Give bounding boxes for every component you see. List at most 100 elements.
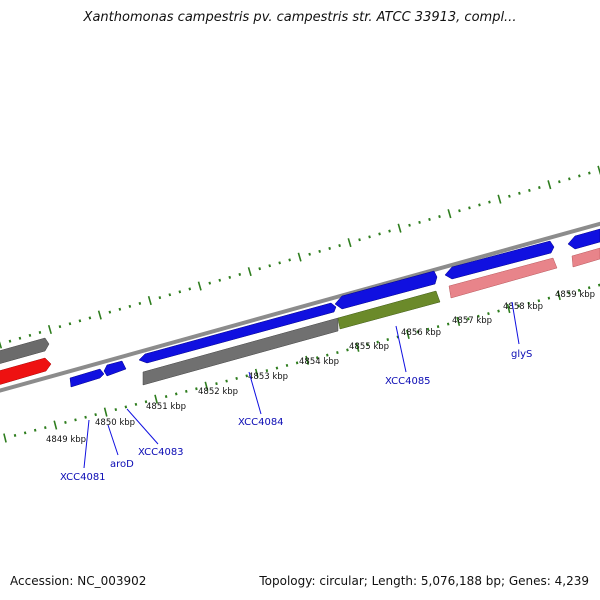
minor-tick bbox=[468, 206, 471, 210]
kbp-label-4852: 4852 kbp bbox=[198, 387, 238, 397]
gene-forward-edge[interactable] bbox=[567, 228, 600, 250]
gene-label-xcc4081[interactable]: XCC4081 bbox=[60, 472, 106, 483]
kbp-label-4856: 4856 kbp bbox=[401, 328, 441, 338]
major-tick bbox=[597, 165, 600, 175]
minor-tick bbox=[428, 217, 431, 222]
minor-tick bbox=[517, 304, 520, 308]
minor-tick bbox=[8, 339, 12, 343]
leader-xcc4083 bbox=[126, 408, 159, 445]
leader-xcc4081 bbox=[83, 419, 90, 469]
tick-track-inner bbox=[3, 283, 600, 443]
minor-tick bbox=[567, 291, 571, 295]
gene-label-xcc4085[interactable]: XCC4085 bbox=[385, 376, 431, 387]
kbp-label-4859: 4859 kbp bbox=[555, 290, 595, 300]
major-tick bbox=[547, 180, 552, 190]
minor-tick bbox=[118, 307, 122, 311]
minor-tick bbox=[94, 413, 97, 417]
kbp-label-4853: 4853 kbp bbox=[248, 372, 288, 382]
minor-tick bbox=[527, 301, 531, 305]
minor-tick bbox=[124, 405, 128, 409]
minor-tick bbox=[278, 261, 281, 265]
major-tick bbox=[47, 324, 52, 335]
gene-olive-reverse[interactable] bbox=[337, 290, 441, 330]
minor-tick bbox=[288, 258, 291, 262]
minor-tick bbox=[68, 322, 72, 326]
gene-xcc4084-body[interactable] bbox=[138, 302, 337, 364]
minor-tick bbox=[408, 223, 411, 227]
minor-tick bbox=[174, 392, 178, 396]
minor-tick bbox=[378, 232, 381, 236]
minor-tick bbox=[268, 264, 272, 268]
genome-backbone bbox=[0, 221, 600, 393]
minor-tick bbox=[238, 272, 242, 276]
gene-arod[interactable] bbox=[103, 360, 127, 377]
gene-pink-edge[interactable] bbox=[571, 247, 600, 268]
minor-tick bbox=[577, 288, 581, 292]
major-tick bbox=[506, 303, 511, 314]
gene-glys-forward[interactable] bbox=[444, 240, 555, 280]
gene-grey-reverse[interactable] bbox=[142, 317, 339, 386]
gene-grey-forward[interactable] bbox=[0, 337, 50, 365]
major-tick bbox=[406, 329, 410, 339]
major-tick bbox=[147, 295, 152, 306]
minor-tick bbox=[258, 267, 262, 271]
minor-tick bbox=[64, 420, 67, 424]
minor-tick bbox=[578, 174, 581, 178]
gene-label-glys[interactable]: glyS bbox=[511, 349, 532, 360]
major-tick bbox=[355, 342, 360, 352]
leader-xcc4084 bbox=[248, 371, 262, 415]
minor-tick bbox=[144, 400, 148, 404]
minor-tick bbox=[178, 290, 182, 294]
gene-label-xcc4083[interactable]: XCC4083 bbox=[138, 447, 184, 458]
major-tick bbox=[154, 394, 158, 404]
kbp-label-4857: 4857 kbp bbox=[452, 316, 492, 326]
minor-tick bbox=[235, 376, 238, 380]
minor-tick bbox=[164, 395, 168, 399]
major-tick bbox=[397, 223, 402, 233]
gene-pink-reverse[interactable] bbox=[448, 257, 558, 299]
minor-tick bbox=[328, 246, 331, 250]
minor-tick bbox=[195, 387, 198, 391]
kbp-label-4850: 4850 kbp bbox=[95, 418, 135, 428]
minor-tick bbox=[295, 361, 299, 365]
minor-tick bbox=[215, 382, 218, 386]
major-tick bbox=[53, 420, 58, 430]
gene-label-arod[interactable]: aroD bbox=[110, 459, 134, 470]
leader-xcc4085 bbox=[395, 325, 407, 373]
minor-tick bbox=[396, 335, 400, 339]
minor-tick bbox=[538, 186, 541, 190]
minor-tick bbox=[376, 340, 379, 344]
major-tick bbox=[204, 381, 209, 391]
minor-tick bbox=[308, 252, 311, 256]
minor-tick bbox=[338, 243, 341, 248]
minor-tick bbox=[185, 389, 188, 393]
minor-tick bbox=[528, 188, 531, 193]
map-title: Xanthomonas campestris pv. campestris st… bbox=[83, 10, 517, 25]
minor-tick bbox=[366, 343, 369, 347]
gene-red-forward[interactable] bbox=[0, 357, 52, 386]
major-tick bbox=[497, 194, 502, 204]
minor-tick bbox=[78, 319, 82, 323]
minor-tick bbox=[597, 283, 600, 287]
minor-tick bbox=[108, 310, 112, 314]
minor-tick bbox=[158, 296, 162, 300]
minor-tick bbox=[13, 433, 17, 437]
minor-tick bbox=[537, 299, 541, 303]
minor-tick bbox=[275, 366, 279, 370]
major-tick bbox=[347, 238, 352, 248]
minor-tick bbox=[188, 287, 192, 291]
major-tick bbox=[197, 281, 202, 291]
minor-tick bbox=[497, 309, 500, 313]
minor-tick bbox=[128, 304, 132, 308]
minor-tick bbox=[418, 220, 421, 224]
minor-tick bbox=[38, 330, 42, 334]
minor-tick bbox=[426, 327, 430, 331]
gene-label-xcc4084[interactable]: XCC4084 bbox=[238, 417, 284, 428]
minor-tick bbox=[23, 431, 27, 435]
minor-tick bbox=[388, 229, 391, 233]
kbp-label-4858: 4858 kbp bbox=[503, 302, 543, 312]
gene-xcc4081[interactable] bbox=[69, 368, 105, 388]
minor-tick bbox=[336, 351, 339, 355]
gene-xcc4085-body[interactable] bbox=[334, 270, 438, 310]
major-tick bbox=[3, 433, 7, 443]
